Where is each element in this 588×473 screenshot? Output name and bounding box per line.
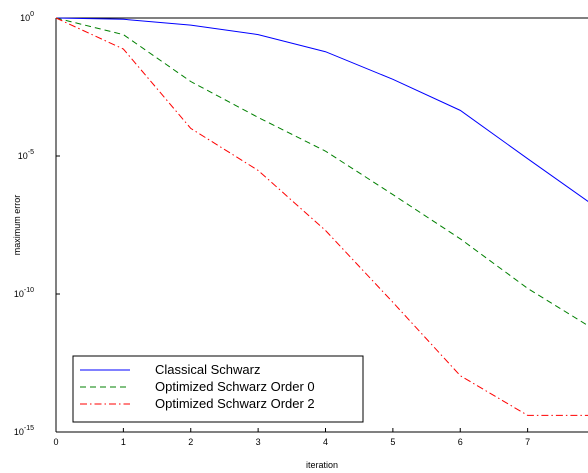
y-tick-label-base: 10 [14, 427, 24, 437]
y-tick-label-exp: -5 [28, 149, 34, 156]
x-axis-label: iteration [306, 460, 338, 470]
y-tick-label: 10-10 [14, 287, 34, 299]
x-tick-label: 6 [458, 437, 463, 447]
series-line-3 [55, 17, 588, 416]
x-tick-label: 1 [121, 437, 126, 447]
y-tick-label-exp: -15 [24, 425, 34, 432]
x-ticks: 0 1 2 3 4 5 6 7 [53, 428, 530, 447]
y-tick-label-exp: -10 [24, 287, 34, 294]
legend-label-1: Classical Schwarz [155, 362, 260, 377]
x-tick-label: 3 [256, 437, 261, 447]
y-tick-label: 10-5 [18, 149, 34, 161]
x-tick-label: 5 [390, 437, 395, 447]
legend-box [72, 355, 364, 423]
y-tick-label-exp: 0 [30, 11, 34, 18]
x-tick-label: 2 [188, 437, 193, 447]
series-line-1 [55, 17, 588, 202]
x-tick-label: 0 [53, 437, 58, 447]
y-tick-label: 10-15 [14, 425, 34, 437]
series-line-2 [55, 17, 588, 327]
y-axis-label: maximum error [12, 195, 22, 256]
x-tick-label: 7 [525, 437, 530, 447]
y-tick-label-base: 10 [20, 13, 30, 23]
x-tick-label: 4 [323, 437, 328, 447]
legend: Classical Schwarz Optimized Schwarz Order… [72, 355, 364, 423]
y-tick-label-base: 10 [18, 151, 28, 161]
legend-label-3: Optimized Schwarz Order 2 [155, 396, 315, 411]
legend-label-2: Optimized Schwarz Order 0 [155, 379, 315, 394]
y-tick-label-base: 10 [14, 289, 24, 299]
series-group [55, 17, 588, 416]
y-tick-label: 100 [20, 11, 34, 23]
